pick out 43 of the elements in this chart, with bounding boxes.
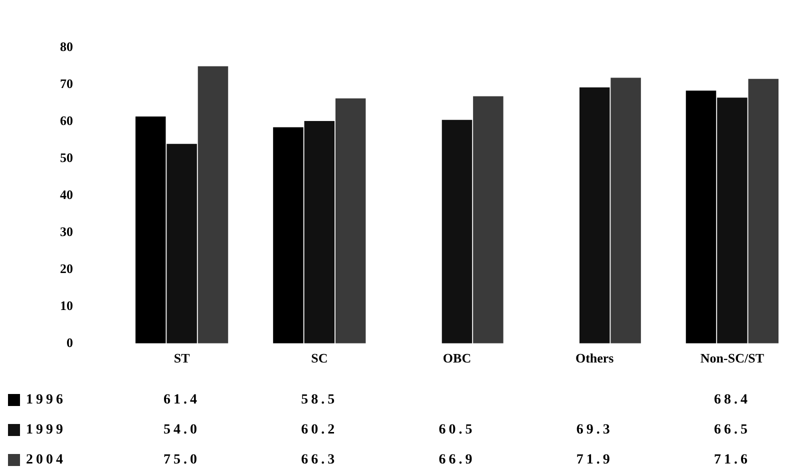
bar	[442, 120, 472, 344]
data-label: 69.3	[576, 422, 613, 438]
bar	[473, 96, 504, 344]
y-tick-label: 70	[60, 76, 73, 92]
data-label: 75.0	[164, 452, 200, 468]
data-label: 68.4	[714, 392, 750, 408]
data-label: 60.5	[438, 422, 476, 438]
data-label: 66.5	[714, 422, 750, 438]
y-tick-label: 30	[60, 224, 73, 239]
bar	[579, 87, 610, 344]
bar	[686, 90, 716, 344]
legend-label: 1999	[26, 422, 66, 438]
data-label: 61.4	[164, 392, 200, 408]
data-label: 54.0	[164, 422, 200, 438]
y-tick-label: 20	[60, 260, 73, 276]
y-tick-label: 60	[60, 113, 73, 128]
bar	[135, 116, 166, 344]
legend-label: 1996	[26, 392, 66, 408]
data-label: 66.9	[438, 452, 476, 468]
data-label: 71.6	[714, 452, 750, 468]
bar	[748, 78, 779, 344]
bar	[198, 66, 228, 344]
data-label: 60.2	[301, 422, 338, 438]
y-tick-label: 0	[66, 334, 73, 350]
y-tick-label: 50	[60, 150, 73, 166]
legend-label: 2004	[26, 452, 66, 468]
x-tick-label: SC	[311, 350, 328, 366]
data-label: 58.5	[301, 392, 338, 408]
bar	[166, 144, 197, 344]
y-tick-label: 80	[60, 39, 73, 54]
x-tick-label: OBC	[442, 350, 472, 366]
x-tick-label: Others	[575, 350, 614, 366]
bar	[335, 98, 366, 344]
x-tick-label: Non-SC/ST	[700, 350, 764, 366]
data-label: 66.3	[301, 452, 338, 468]
bar	[610, 78, 641, 344]
bar	[304, 120, 335, 344]
y-tick-label: 10	[60, 298, 73, 313]
data-label: 71.9	[576, 452, 613, 468]
bar	[717, 98, 748, 344]
bar	[273, 127, 304, 344]
x-tick-label: ST	[174, 350, 190, 366]
y-tick-label: 40	[60, 186, 73, 202]
